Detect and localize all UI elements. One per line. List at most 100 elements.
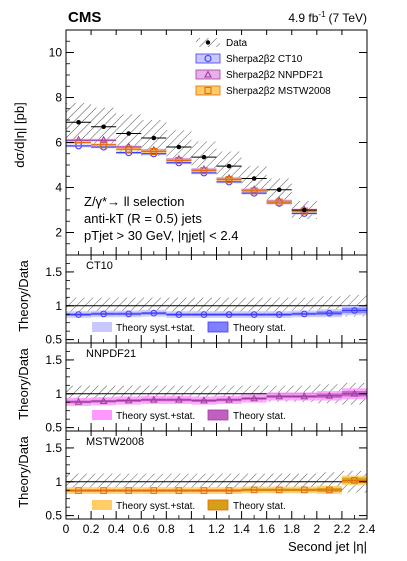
- ratio-y-axis-title-nnpdf21: Theory/Data: [16, 347, 31, 419]
- nnpdf-ratio-point: [225, 395, 233, 403]
- mstw-ratio-y-tick-label: 0.5: [45, 509, 62, 523]
- mstw2008-point: [150, 147, 158, 156]
- data-point: [276, 187, 282, 193]
- ct10-ratio-point: [300, 310, 308, 318]
- mstw-ratio-point: [75, 487, 82, 494]
- ct10-ratio-point: [125, 310, 133, 318]
- mstw-ratio-point: [225, 487, 233, 494]
- nnpdf-ratio-point: [175, 395, 183, 403]
- ct10-ratio-point: [275, 311, 283, 318]
- ratio-pad-mstw2008: 0.5 1 1.5: [45, 430, 368, 523]
- data-point: [301, 207, 307, 213]
- ratio-legend-swatch-syst-ct10: [92, 322, 112, 332]
- ratio-legend-stat-mstw2008: Theory stat.: [233, 501, 286, 512]
- mstw-ratio-point: [326, 486, 333, 494]
- main-y-tick-label: 6: [55, 136, 62, 150]
- legend-label-ct10: Sherpa2β2 CT10: [226, 54, 303, 65]
- mstw2008-point: [275, 198, 283, 206]
- x-tick-label: 1: [188, 522, 195, 536]
- ratio-y-axis-title-mstw2008: Theory/Data: [16, 435, 31, 507]
- mstw-ratio-point: [125, 487, 133, 494]
- x-tick-label: 2: [313, 522, 320, 536]
- legend-swatch-mstw2008: [195, 85, 221, 96]
- ratio-y-axis-title-ct10: Theory/Data: [16, 259, 31, 331]
- main-y-tick-label: 2: [55, 226, 62, 240]
- mstw2008-point: [250, 187, 258, 195]
- selection-line-3: pTjet > 30 GeV, |ηjet| < 2.4: [84, 228, 238, 243]
- ct10-ratio-y-tick-label: 1: [55, 299, 62, 313]
- selection-line-1: Z/γ*→ ll selection: [84, 194, 184, 209]
- legend-marker-nnpdf21: [204, 70, 212, 78]
- x-tick-label: 0.6: [133, 522, 150, 536]
- mstw2008-point: [125, 145, 133, 153]
- selection-line-2: anti-kT (R = 0.5) jets: [84, 211, 202, 226]
- mstw-ratio-point: [250, 486, 258, 494]
- legend-marker-ct10: [204, 54, 212, 63]
- ratio-legend-stat-ct10: Theory stat.: [233, 323, 286, 334]
- ct10-ratio-point: [250, 311, 258, 318]
- x-tick-label: 0.4: [108, 522, 125, 536]
- nnpdf-ratio-point: [275, 392, 284, 400]
- x-tick-label: 1.8: [283, 522, 300, 536]
- ratio-legend-mstw2008: Theory syst.+stat. Theory stat.: [92, 499, 286, 512]
- experiment-label: CMS: [68, 9, 101, 26]
- mstw-ratio-point: [200, 487, 208, 494]
- mstw2008-point: [100, 141, 108, 149]
- data-point: [126, 131, 132, 136]
- x-tick-label: 1.6: [258, 522, 275, 536]
- mstw-ratio-point: [100, 487, 107, 494]
- x-tick-label: 1.4: [233, 522, 250, 536]
- ratio-legend-syst-nnpdf21: Theory syst.+stat.: [116, 411, 195, 422]
- nnpdf-ratio-point: [124, 396, 133, 404]
- x-axis-title: Second jet |η|: [288, 539, 367, 554]
- ratio-legend-swatch-stat-nnpdf21: [207, 409, 229, 421]
- x-tick-label: 0: [63, 522, 70, 536]
- ratio-legend-ct10: Theory syst.+stat. Theory stat.: [92, 321, 286, 334]
- ratio-legend-swatch-syst-mstw2008: [92, 500, 112, 510]
- main-y-tick-label: 4: [55, 181, 62, 195]
- ratio-pad-ct10: 0.5 1 1.5: [45, 254, 368, 347]
- x-tick-label: 1.2: [208, 522, 225, 536]
- main-pad: 2 4 6 8 10: [49, 29, 368, 256]
- ct10-ratio-point: [225, 311, 233, 318]
- legend-label-nnpdf21: Sherpa2β2 NNPDF21: [226, 70, 324, 81]
- nnpdf-ratio-point: [200, 396, 208, 404]
- ct10-ratio-y-tick-label: 0.5: [45, 333, 62, 347]
- main-legend: Data Sherpa2β2 CT10 Sherpa2β2 NNPDF21 Sh…: [195, 38, 331, 97]
- legend-label-mstw2008: Sherpa2β2 MSTW2008: [226, 86, 331, 97]
- x-tick-label: 2.4: [359, 522, 376, 536]
- ratio-label-ct10: CT10: [86, 260, 113, 272]
- ratio-pad-nnpdf21: 0.5 1 1.5: [45, 342, 368, 435]
- data-point: [251, 176, 257, 181]
- data-point: [101, 124, 106, 130]
- nnpdf-ratio-y-tick-label: 1: [55, 387, 62, 401]
- x-tick-label: 0.2: [83, 522, 100, 536]
- nnpdf-ratio-point: [99, 396, 108, 405]
- nnpdf-ratio-y-tick-label: 1.5: [45, 353, 62, 367]
- mstw-ratio-y-tick-label: 1: [55, 475, 62, 489]
- nnpdf-ratio-point: [149, 395, 158, 403]
- ct10-ratio-point: [326, 309, 333, 317]
- main-y-axis-title: dσ/d|η| [pb]: [12, 102, 27, 167]
- ct10-ratio-point: [100, 310, 107, 318]
- mstw-ratio-point: [351, 477, 358, 484]
- ct10-ratio-point: [75, 311, 82, 318]
- mstw2008-point: [74, 138, 83, 147]
- mstw2008-point: [225, 176, 233, 184]
- nnpdf-ratio-point: [250, 394, 258, 402]
- nnpdf-ratio-point: [325, 391, 334, 399]
- ratio-legend-nnpdf21: Theory syst.+stat. Theory stat.: [92, 409, 286, 422]
- nnpdf-ratio-point: [74, 397, 83, 405]
- mstw-ratio-y-tick-label: 1.5: [45, 441, 62, 455]
- main-y-tick-label: 8: [55, 91, 62, 105]
- mstw-ratio-point: [275, 486, 283, 494]
- ratio-legend-syst-ct10: Theory syst.+stat.: [116, 323, 195, 334]
- ratio-legend-swatch-stat-ct10: [207, 321, 229, 333]
- x-tick-label: 0.8: [158, 522, 175, 536]
- nnpdf-ratio-y-tick-label: 0.5: [45, 421, 62, 435]
- legend-marker-data: [205, 40, 211, 45]
- mstw-ratio-point: [300, 486, 308, 494]
- ratio-legend-swatch-stat-mstw2008: [207, 499, 229, 511]
- data-point: [226, 163, 232, 169]
